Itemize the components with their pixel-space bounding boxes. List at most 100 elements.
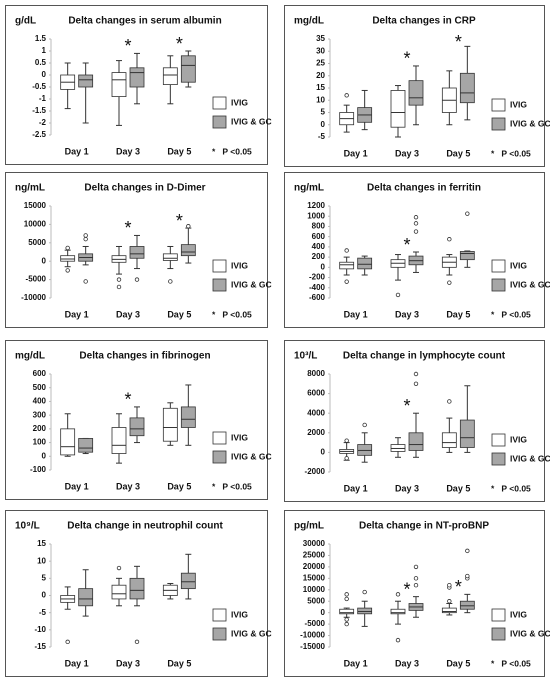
- box: [459, 45, 475, 121]
- box: [390, 592, 406, 643]
- legend-label: IVIG & GC: [510, 118, 550, 128]
- y-tick-label: 5000: [307, 596, 325, 605]
- box-body: [357, 607, 373, 615]
- box: [111, 245, 127, 290]
- y-tick-label: 0: [42, 256, 47, 265]
- y-tick-label: -2: [39, 118, 47, 127]
- box-body: [441, 607, 457, 614]
- box: [408, 564, 424, 618]
- box: [357, 422, 373, 463]
- x-tick-label: Day 1: [344, 483, 368, 493]
- box-body: [129, 246, 145, 259]
- chart-title: Delta change in NT-proBNP: [359, 521, 489, 532]
- outlier: [344, 248, 349, 253]
- y-tick-label: 35: [316, 34, 325, 43]
- x-tick-label: Day 1: [344, 148, 368, 158]
- outlier: [344, 279, 349, 284]
- y-tick-label: 15000: [303, 573, 326, 582]
- y-tick-label: 0: [42, 70, 47, 79]
- x-tick-label: Day 3: [116, 481, 140, 491]
- x-tick-label: Day 3: [116, 146, 140, 156]
- box: [111, 60, 127, 126]
- x-tick-label: Day 5: [446, 309, 470, 319]
- legend-label: IVIG: [510, 609, 527, 619]
- box: [408, 65, 424, 126]
- box-body: [339, 261, 355, 270]
- box: [111, 565, 127, 607]
- outlier: [344, 617, 349, 622]
- chart-title: Delta change in lymphocyte count: [343, 351, 506, 362]
- box: [390, 437, 406, 458]
- y-tick-label: 15: [316, 83, 325, 92]
- outlier: [344, 93, 349, 98]
- y-tick-label: 4000: [307, 408, 325, 417]
- box: [162, 55, 178, 105]
- y-tick-label: 25000: [303, 551, 326, 560]
- unit-label: mg/dL: [294, 16, 324, 27]
- unit-label: 10⁹/L: [15, 521, 40, 532]
- legend-label: IVIG & GC: [231, 116, 272, 126]
- panel: pg/mL Delta change in NT-proBNP -15000 -100…: [284, 510, 550, 677]
- outlier: [395, 592, 401, 597]
- y-tick-label: 0: [321, 262, 326, 271]
- box-body: [78, 438, 94, 453]
- box-body: [162, 67, 178, 85]
- outlier: [413, 381, 419, 386]
- x-tick-label: Day 5: [167, 146, 191, 156]
- y-tick-label: 10: [316, 95, 325, 104]
- panel: ng/mL Delta changes in D-Dimer -10000 -5000…: [5, 172, 272, 328]
- x-tick-label: Day 1: [344, 658, 368, 668]
- box-body: [390, 608, 406, 615]
- legend-swatch: [491, 433, 506, 447]
- outlier: [413, 215, 419, 220]
- y-tick-label: -0.5: [32, 82, 46, 91]
- y-tick-label: 200: [33, 424, 47, 433]
- outlier: [83, 233, 88, 238]
- outlier: [465, 548, 470, 554]
- box: [60, 245, 76, 273]
- y-tick-label: 20000: [303, 562, 326, 571]
- significance-note: * P <0.05: [491, 309, 531, 319]
- legend-label: IVIG: [510, 260, 527, 270]
- outlier: [447, 599, 452, 604]
- outlier: [65, 639, 70, 645]
- panel: 10³/L Delta change in lymphocyte count -20…: [284, 340, 550, 502]
- y-tick-label: 0: [42, 451, 47, 460]
- y-tick-label: 30: [316, 46, 325, 55]
- box: [162, 582, 178, 600]
- box: [162, 245, 178, 284]
- box: [180, 50, 196, 88]
- outlier: [395, 637, 401, 643]
- outlier: [83, 236, 88, 242]
- y-tick-label: 5000: [28, 238, 46, 247]
- legend-label: IVIG: [231, 97, 248, 107]
- y-tick-label: 500: [33, 383, 47, 392]
- outlier: [344, 621, 349, 627]
- box-body: [78, 74, 94, 88]
- outlier: [344, 596, 349, 602]
- y-tick-label: -10000: [21, 293, 46, 302]
- box: [339, 93, 355, 133]
- outlier: [65, 245, 70, 251]
- outlier: [362, 422, 367, 428]
- significance-note: * P <0.05: [212, 146, 252, 156]
- y-tick-label: -5: [39, 608, 47, 617]
- box-body: [78, 588, 94, 607]
- outlier: [344, 438, 349, 443]
- box-body: [180, 406, 196, 428]
- y-tick-label: 0: [42, 591, 47, 600]
- box-body: [129, 417, 145, 437]
- significance-marker: *: [455, 32, 462, 52]
- box: [441, 399, 457, 453]
- chart-title: Delta changes in ferritin: [367, 183, 481, 194]
- x-tick-label: Day 3: [116, 309, 140, 319]
- legend-swatch: [212, 450, 227, 464]
- legend-label: IVIG: [231, 260, 248, 270]
- legend-swatch: [491, 608, 506, 622]
- box: [129, 234, 145, 282]
- box-body: [441, 432, 457, 448]
- y-tick-label: -10: [34, 625, 46, 634]
- significance-marker: *: [124, 218, 131, 238]
- y-tick-label: -2000: [305, 467, 326, 476]
- unit-label: 10³/L: [294, 351, 317, 362]
